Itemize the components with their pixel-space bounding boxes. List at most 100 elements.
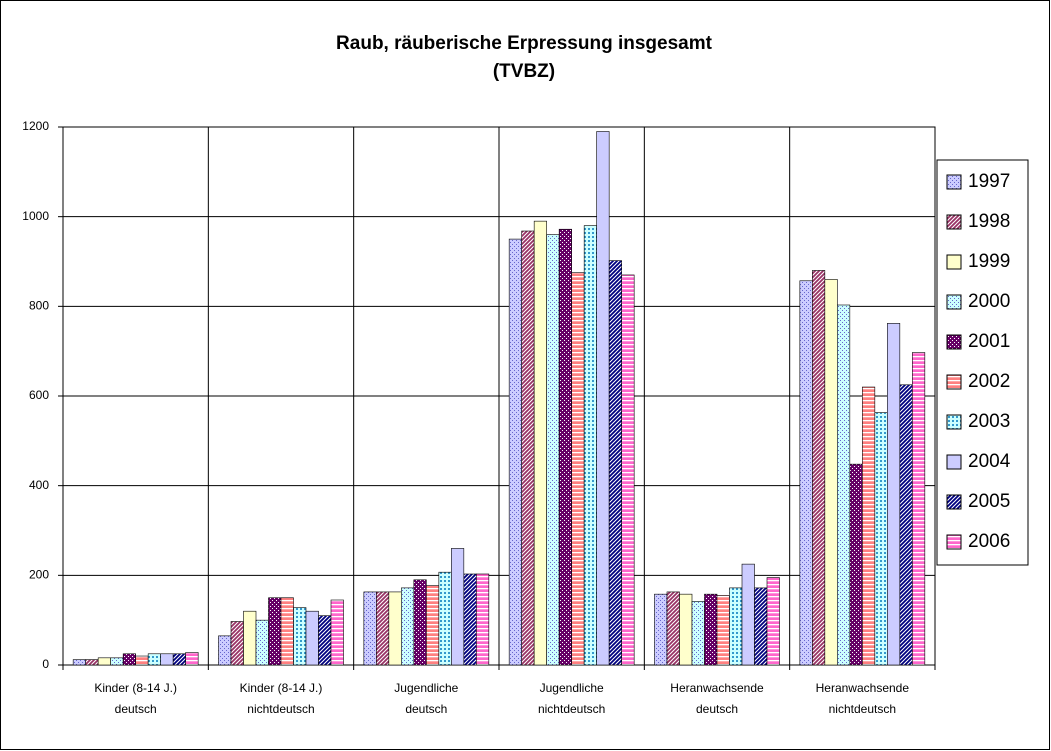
bar [887,323,901,666]
bar [874,412,888,666]
legend-label: 2005 [968,491,1010,512]
bar [293,607,307,666]
x-tick-label: deutsch [115,702,157,716]
y-tick-label: 800 [29,299,49,313]
bar [741,563,755,666]
bar [97,657,111,666]
bar [812,270,826,666]
bar [608,260,622,666]
x-tick-label: nichtdeutsch [538,702,605,716]
bar [912,352,926,666]
legend-swatch [946,414,962,430]
bar [533,220,547,666]
legend-label: 2002 [968,371,1010,392]
y-tick-label: 600 [29,388,49,402]
bar [546,234,560,666]
bar [388,591,402,666]
bar [438,571,452,666]
bar [376,591,390,666]
legend-label: 2000 [968,291,1010,312]
bar [521,230,535,666]
bar [799,280,813,666]
bar [862,386,876,666]
bar [160,653,174,666]
x-tick-label: nichtdeutsch [829,702,896,716]
legend-swatch [946,294,962,310]
bar [305,610,319,666]
bar [837,304,851,666]
bar [147,653,161,666]
legend-swatch [946,374,962,390]
bar [704,593,718,666]
bar [451,548,465,666]
y-tick-label: 0 [42,657,49,671]
bar [330,599,344,666]
y-tick-label: 1200 [22,119,49,133]
x-tick-label: Jugendliche [540,681,604,695]
x-tick-label: deutsch [405,702,447,716]
chart-title: Raub, räuberische Erpressung insgesamt [336,33,713,54]
x-tick-label: Heranwachsende [816,681,910,695]
bar [230,621,244,666]
bar [716,595,730,666]
legend-label: 2003 [968,411,1010,432]
bar [558,228,572,666]
bar [571,272,585,666]
bar [243,610,257,666]
bar [754,587,768,666]
bar [824,279,838,666]
legend-label: 1998 [968,211,1010,232]
bar [621,274,635,666]
legend-label: 1997 [968,171,1010,192]
legend-swatch [946,174,962,190]
bar [280,597,294,666]
bar [899,384,913,666]
bar [72,659,86,666]
legend-swatch [946,254,962,270]
y-tick-label: 200 [29,568,49,582]
bar [122,653,136,666]
legend-swatch [946,214,962,230]
x-tick-label: Jugendliche [394,681,458,695]
y-tick-label: 1000 [22,209,49,223]
x-tick-label: nichtdeutsch [247,702,314,716]
bar [654,593,668,666]
x-tick-label: Heranwachsende [670,681,764,695]
legend-label: 2004 [968,451,1011,472]
legend-swatch [946,334,962,350]
bar [476,573,490,666]
legend-label: 1999 [968,251,1010,272]
bar [463,573,477,666]
bar [583,225,597,666]
bar [691,601,705,666]
bar [110,657,124,666]
legend-label: 2001 [968,331,1010,352]
y-tick-label: 400 [29,478,49,492]
chart-title: (TVBZ) [493,61,555,82]
legend-swatch [946,454,962,470]
x-tick-label: Kinder (8-14 J.) [240,681,323,695]
bar [729,587,743,666]
bar [596,131,610,666]
legend-label: 2006 [968,531,1010,552]
bar [135,655,149,666]
bar [318,615,332,666]
bar [185,652,199,666]
x-tick-label: deutsch [696,702,738,716]
bar [679,593,693,666]
bar [766,577,780,666]
bar [172,653,186,666]
bar [218,635,232,666]
legend-swatch [946,534,962,550]
bar [508,238,522,666]
bar [849,463,863,666]
bar [255,619,269,666]
bar [401,587,415,666]
bar [413,579,427,666]
bar [268,597,282,666]
bar [363,591,377,666]
x-tick-label: Kinder (8-14 J.) [94,681,177,695]
bar [666,591,680,666]
legend-swatch [946,494,962,510]
